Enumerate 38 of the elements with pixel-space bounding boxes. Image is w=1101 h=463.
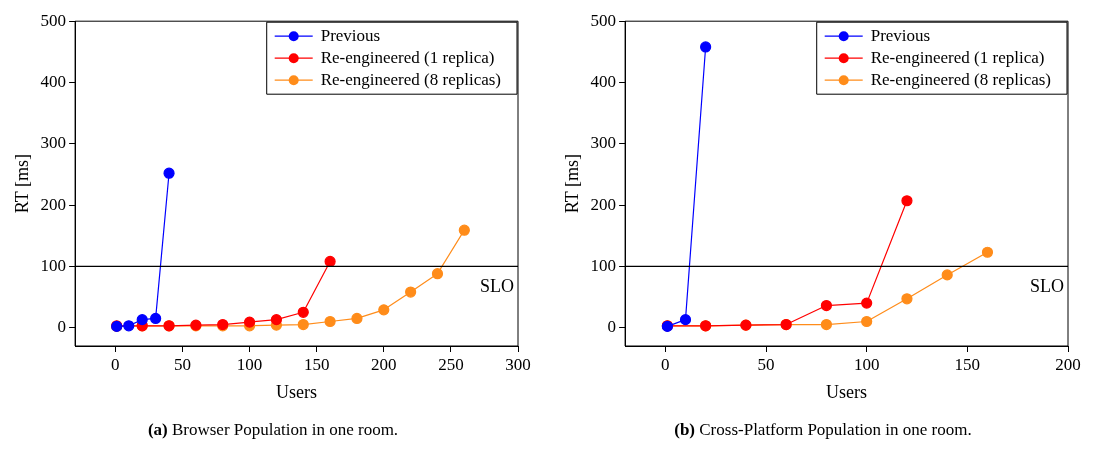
legend-label: Previous [320,25,381,45]
y-tick-label: 400 [40,71,67,91]
legend-label: Re-engineered (1 replica) [870,47,1045,67]
y-tick-label: 300 [40,133,67,153]
y-tick-label: 500 [590,10,617,30]
ref-line-label: SLO [1029,276,1064,297]
y-tick-label: 400 [590,71,617,91]
text: (b) Cross-Platform Population in one room. [674,420,972,439]
x-tick-label: 250 [438,354,464,374]
x-tick-label: 200 [1055,354,1081,374]
y-tick-label: 300 [590,133,617,153]
y-axis-title: RT [ms] [11,154,32,214]
x-tick-label: 0 [661,354,670,374]
x-tick-label: 100 [853,354,880,374]
legend-label: Re-engineered (8 replicas) [870,69,1051,89]
x-tick-label: 50 [173,354,191,374]
legend-label: Re-engineered (1 replica) [320,47,495,67]
x-axis-title: Users [276,381,318,402]
x-tick-label: 150 [954,354,981,374]
x-tick-label: 300 [505,354,531,374]
x-tick-label: 0 [111,354,120,374]
y-tick-label: 0 [57,317,67,337]
y-tick-label: 0 [607,317,617,337]
text: (a) Browser Population in one room. [147,420,399,439]
ref-line-label: SLO [479,276,514,297]
x-tick-label: 150 [303,354,330,374]
x-tick-label: 100 [236,354,263,374]
legend-label: Previous [870,25,931,45]
x-tick-label: 200 [371,354,397,374]
x-tick-label: 50 [757,354,775,374]
y-tick-label: 200 [590,194,617,214]
legend-label: Re-engineered (8 replicas) [320,69,501,89]
y-axis-title: RT [ms] [561,154,582,214]
y-tick-label: 200 [40,194,67,214]
y-tick-label: 100 [40,255,67,275]
x-axis-title: Users [826,381,868,402]
y-tick-label: 100 [590,255,617,275]
y-tick-label: 500 [40,10,67,30]
